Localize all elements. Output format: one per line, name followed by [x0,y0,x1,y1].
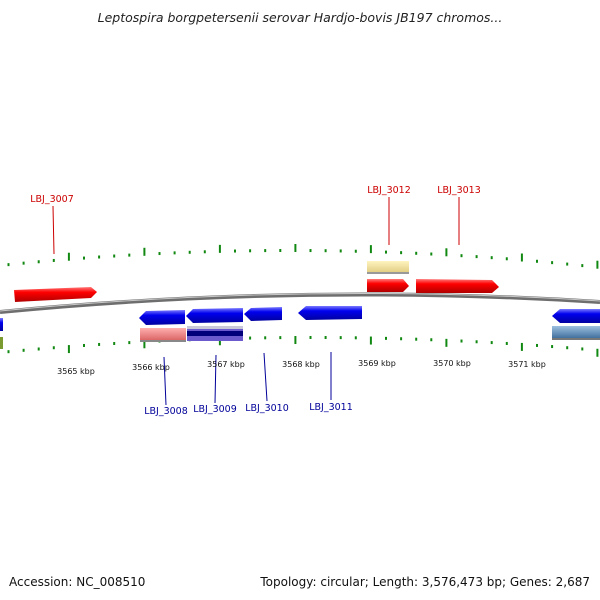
tick-label-3569: 3569 kbp [358,359,396,368]
gene-lbj-3010-arrow[interactable] [244,307,282,321]
label-text: LBJ_3009 [193,404,237,415]
chromosome-backbone [0,292,600,314]
tick-label-3570: 3570 kbp [433,359,471,368]
top-tick-row [7,243,599,269]
gene-lbj-3009-feature-band [187,331,243,336]
label-text: LBJ_3008 [144,406,188,417]
bottom-tick-row [7,335,599,357]
gene-label-lbj-3011[interactable]: LBJ_3011 [309,352,353,413]
gene-lbj-3008-arrow[interactable] [139,310,185,325]
tick-label-3571: 3571 kbp [508,360,546,369]
gene-lbj-3009-arrow[interactable] [186,308,243,323]
tick-label-3566: 3566 kbp [132,363,170,372]
tick-label-3568: 3568 kbp [282,360,320,369]
gene-lbj-3011-arrow[interactable] [298,306,362,320]
gene-right-edge-feature[interactable] [552,326,600,339]
gene-lbj-3008-feature[interactable] [140,328,186,341]
accession-text: Accession: NC_008510 [9,575,146,589]
gene-label-lbj-3010[interactable]: LBJ_3010 [245,352,289,414]
label-text: LBJ_3012 [367,185,411,196]
gene-lbj-3012-feature[interactable] [367,261,409,273]
gene-left-edge-feature [0,337,3,349]
gene-right-edge-arrow[interactable] [552,309,600,323]
topology-summary-text: Topology: circular; Length: 3,576,473 bp… [260,575,590,589]
gene-label-lbj-3012[interactable]: LBJ_3012 [367,185,411,245]
chromosome-backbone-highlight [0,292,600,312]
gene-left-edge-arrow[interactable] [0,318,3,331]
gene-lbj-3007-arrow[interactable] [14,287,97,302]
gene-lbj-3012-arrow[interactable] [367,279,409,292]
gene-label-lbj-3007[interactable]: LBJ_3007 [30,194,74,255]
label-text: LBJ_3011 [309,402,353,413]
gene-label-lbj-3009[interactable]: LBJ_3009 [193,354,237,415]
gene-label-lbj-3013[interactable]: LBJ_3013 [437,185,481,245]
tick-label-3565: 3565 kbp [57,367,95,376]
label-text: LBJ_3010 [245,403,289,414]
gene-lbj-3009-feature-top [187,326,243,329]
label-text: LBJ_3007 [30,194,74,205]
map-title: Leptospira borgpetersenii serovar Hardjo… [97,10,503,25]
gene-label-lbj-3008[interactable]: LBJ_3008 [144,356,188,417]
gene-lbj-3013-arrow[interactable] [416,279,499,293]
tick-label-3567: 3567 kbp [207,360,245,369]
axis-tick-labels: 3565 kbp 3566 kbp 3567 kbp 3568 kbp 3569… [57,359,546,376]
label-text: LBJ_3013 [437,185,481,196]
